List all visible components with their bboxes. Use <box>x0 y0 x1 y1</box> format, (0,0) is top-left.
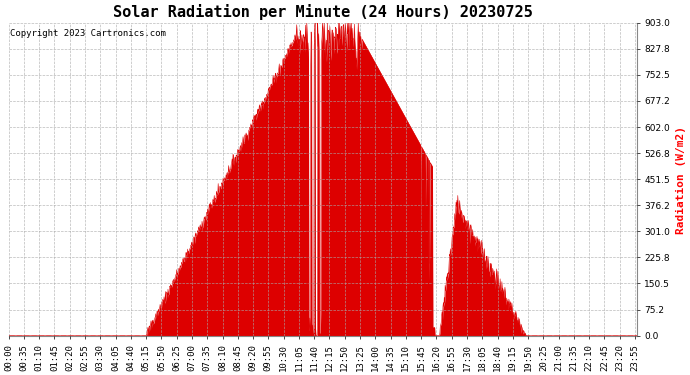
Y-axis label: Radiation (W/m2): Radiation (W/m2) <box>676 126 686 234</box>
Text: Copyright 2023 Cartronics.com: Copyright 2023 Cartronics.com <box>10 29 166 38</box>
Title: Solar Radiation per Minute (24 Hours) 20230725: Solar Radiation per Minute (24 Hours) 20… <box>113 4 533 20</box>
